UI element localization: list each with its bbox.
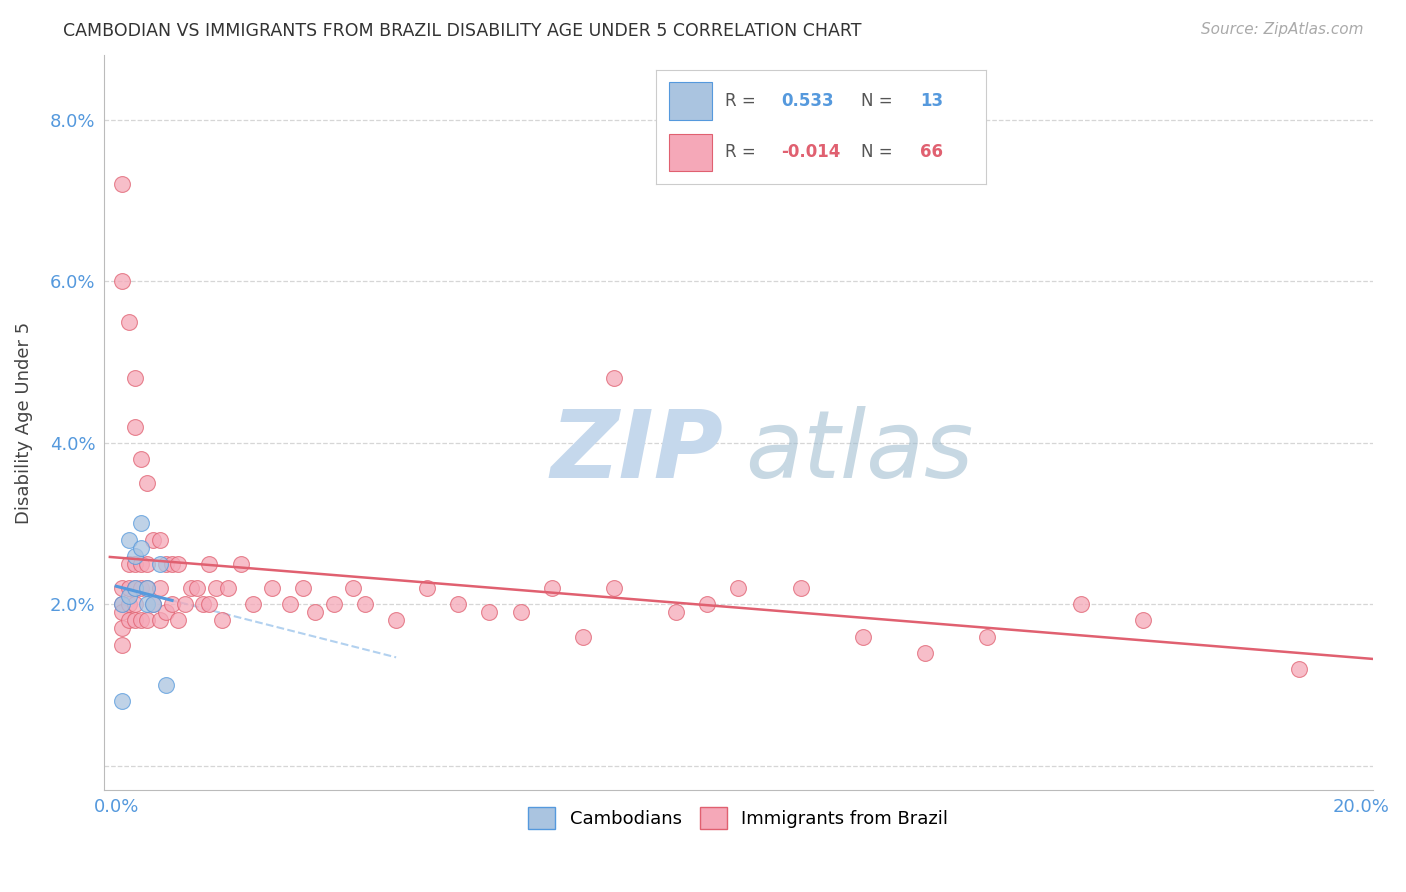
Point	[111, 605, 134, 619]
Point	[696, 597, 718, 611]
Point	[186, 581, 208, 595]
Point	[111, 178, 134, 192]
Point	[322, 597, 344, 611]
Point	[142, 597, 165, 611]
Text: atlas: atlas	[745, 407, 973, 498]
Text: Source: ZipAtlas.com: Source: ZipAtlas.com	[1201, 22, 1364, 37]
Point	[976, 630, 998, 644]
Point	[204, 581, 226, 595]
Point	[173, 597, 195, 611]
Point	[136, 597, 159, 611]
Point	[124, 597, 146, 611]
Point	[136, 581, 159, 595]
Point	[665, 605, 688, 619]
Point	[142, 533, 165, 547]
Point	[129, 581, 152, 595]
Point	[1070, 597, 1092, 611]
Point	[242, 597, 264, 611]
Point	[416, 581, 439, 595]
Point	[160, 597, 183, 611]
Point	[117, 597, 139, 611]
Point	[124, 371, 146, 385]
Point	[117, 315, 139, 329]
Point	[229, 557, 252, 571]
Point	[217, 581, 239, 595]
Point	[111, 597, 134, 611]
Point	[155, 678, 177, 692]
Point	[167, 557, 190, 571]
Point	[447, 597, 470, 611]
Point	[124, 581, 146, 595]
Point	[124, 613, 146, 627]
Point	[354, 597, 377, 611]
Point	[180, 581, 202, 595]
Point	[509, 605, 531, 619]
Point	[111, 581, 134, 595]
Point	[117, 557, 139, 571]
Point	[260, 581, 283, 595]
Point	[478, 605, 501, 619]
Point	[342, 581, 364, 595]
Point	[198, 557, 221, 571]
Point	[603, 581, 626, 595]
Point	[129, 541, 152, 555]
Point	[142, 597, 165, 611]
Point	[149, 613, 172, 627]
Point	[124, 419, 146, 434]
Point	[111, 638, 134, 652]
Legend: Cambodians, Immigrants from Brazil: Cambodians, Immigrants from Brazil	[522, 799, 956, 836]
Point	[111, 694, 134, 708]
Point	[129, 451, 152, 466]
Point	[149, 533, 172, 547]
Point	[304, 605, 326, 619]
Point	[111, 274, 134, 288]
Point	[727, 581, 749, 595]
Text: ZIP: ZIP	[550, 406, 723, 498]
Point	[155, 605, 177, 619]
Point	[136, 581, 159, 595]
Point	[149, 557, 172, 571]
Point	[136, 476, 159, 491]
Point	[136, 613, 159, 627]
Point	[789, 581, 811, 595]
Point	[136, 557, 159, 571]
Point	[211, 613, 233, 627]
Point	[117, 581, 139, 595]
Point	[540, 581, 562, 595]
Point	[129, 613, 152, 627]
Point	[572, 630, 595, 644]
Text: CAMBODIAN VS IMMIGRANTS FROM BRAZIL DISABILITY AGE UNDER 5 CORRELATION CHART: CAMBODIAN VS IMMIGRANTS FROM BRAZIL DISA…	[63, 22, 862, 40]
Point	[124, 549, 146, 563]
Point	[155, 557, 177, 571]
Point	[117, 613, 139, 627]
Point	[129, 557, 152, 571]
Point	[124, 581, 146, 595]
Point	[852, 630, 875, 644]
Point	[149, 581, 172, 595]
Point	[167, 613, 190, 627]
Point	[603, 371, 626, 385]
Point	[1132, 613, 1154, 627]
Y-axis label: Disability Age Under 5: Disability Age Under 5	[15, 321, 32, 524]
Point	[160, 557, 183, 571]
Point	[111, 597, 134, 611]
Point	[129, 516, 152, 531]
Point	[291, 581, 314, 595]
Point	[278, 597, 301, 611]
Point	[117, 589, 139, 603]
Point	[117, 533, 139, 547]
Point	[1288, 662, 1310, 676]
Point	[193, 597, 215, 611]
Point	[111, 622, 134, 636]
Point	[914, 646, 936, 660]
Point	[124, 557, 146, 571]
Point	[385, 613, 408, 627]
Point	[198, 597, 221, 611]
